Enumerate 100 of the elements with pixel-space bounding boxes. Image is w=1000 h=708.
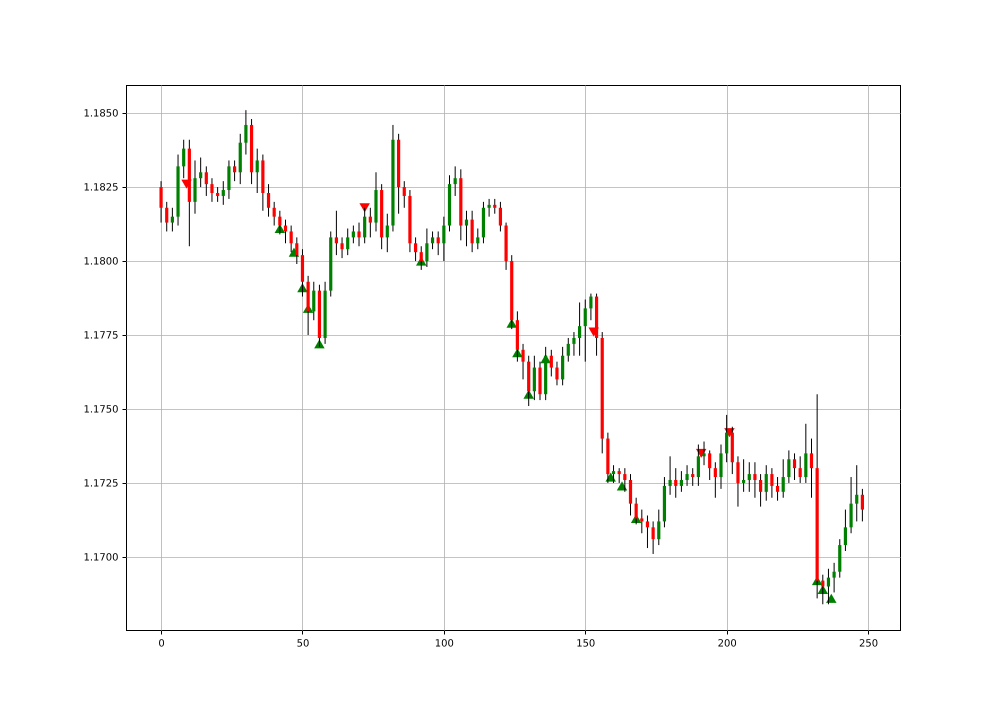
- candlestick: [430, 230, 434, 250]
- candlestick: [442, 216, 446, 262]
- candlestick: [640, 509, 644, 534]
- candlestick: [436, 230, 440, 256]
- candlestick: [634, 497, 638, 525]
- candlestick: [646, 514, 650, 549]
- candlestick: [199, 156, 202, 188]
- candlestick: [748, 462, 751, 492]
- candlestick: [256, 148, 259, 194]
- candlestick: [476, 228, 480, 250]
- candlestick: [618, 468, 621, 484]
- candlestick: [821, 574, 824, 605]
- candlestick: [702, 441, 706, 466]
- candlestick: [628, 474, 632, 516]
- candlestick: [232, 160, 236, 182]
- candlestick: [266, 184, 270, 218]
- candlestick: [170, 207, 174, 232]
- candlestick: [346, 228, 350, 256]
- candlestick: [159, 180, 163, 224]
- candlestick: [498, 201, 502, 232]
- candlestick: [804, 423, 808, 484]
- x-tick-label: 100: [434, 638, 454, 650]
- candlestick: [352, 225, 355, 244]
- candlestick: [368, 207, 372, 238]
- point: [826, 594, 837, 603]
- candlestick: [290, 225, 293, 253]
- candlestick: [668, 456, 672, 496]
- candlestick: [782, 458, 785, 498]
- candlestick: [402, 180, 406, 208]
- candlestick: [363, 207, 366, 244]
- candlestick: [787, 450, 790, 484]
- candlestick: [776, 476, 780, 502]
- x-tick-label: 50: [296, 638, 310, 650]
- x-tick-label: 200: [718, 638, 737, 650]
- candlestick: [193, 160, 197, 214]
- candlestick: [216, 186, 220, 202]
- candlestick: [550, 349, 553, 377]
- y-tick-label: 1.1700: [84, 552, 118, 564]
- candlestick: [386, 213, 389, 253]
- x-tick-label: 0: [158, 638, 165, 650]
- candlestick: [708, 450, 712, 480]
- candlestick: [165, 201, 168, 232]
- y-tick-label: 1.1800: [84, 256, 118, 268]
- candlestick: [810, 438, 814, 498]
- y-tick-label: 1.1825: [84, 182, 118, 194]
- candlestick: [488, 198, 491, 218]
- point: [616, 481, 628, 490]
- candlestick: [849, 476, 853, 534]
- candlestick: [719, 444, 723, 490]
- candlestick: [182, 139, 186, 179]
- candlestick: [589, 293, 593, 321]
- candlestick: [691, 468, 694, 486]
- y-tick-label: 1.1775: [84, 330, 118, 342]
- candlestick: [652, 520, 655, 554]
- x-tick-label: 150: [576, 638, 596, 650]
- candlestick: [566, 337, 570, 362]
- y-tick-label: 1.1725: [84, 478, 118, 490]
- candlestick: [227, 160, 231, 200]
- candlestick: [696, 444, 700, 486]
- candlestick: [555, 361, 559, 386]
- candlestick: [770, 468, 774, 498]
- candlestick: [454, 166, 457, 196]
- candlestick: [832, 562, 836, 593]
- candlestick: [357, 222, 361, 247]
- candlestick: [493, 198, 496, 214]
- candlestick: [844, 509, 848, 552]
- point: [359, 203, 370, 212]
- candlestick: [244, 110, 248, 156]
- candlestick: [623, 468, 626, 492]
- candlestick: [295, 236, 298, 265]
- candlestick: [420, 246, 423, 270]
- candlestick: [860, 488, 864, 522]
- candlestick: [685, 464, 689, 486]
- candlestick: [278, 210, 282, 235]
- candlestick: [736, 456, 740, 508]
- candlestick: [657, 509, 660, 546]
- candlestick: [798, 456, 802, 484]
- y-tick-label: 1.1750: [84, 404, 118, 416]
- candlestick: [753, 462, 757, 498]
- candlestick: [725, 414, 728, 463]
- candlestick: [742, 458, 746, 492]
- y-tick-label: 1.1850: [84, 108, 118, 120]
- candlestick: [284, 219, 288, 244]
- candlestick: [470, 210, 474, 253]
- candlestick: [521, 343, 525, 380]
- candlestick: [674, 468, 678, 498]
- candlestick: [758, 474, 762, 508]
- candlestick: [272, 201, 276, 226]
- x-tick-label: 250: [859, 638, 878, 650]
- candlestick: [561, 346, 564, 386]
- candlestick: [210, 178, 214, 202]
- candlestick: [714, 462, 717, 498]
- candlestick: [584, 299, 587, 362]
- candlestick: [578, 302, 582, 356]
- candlestick: [204, 166, 208, 196]
- candlestick: [764, 464, 768, 502]
- candlestick: [855, 464, 858, 522]
- candlestick: [334, 210, 338, 256]
- candlestick: [572, 332, 576, 356]
- candlestick: [680, 470, 683, 492]
